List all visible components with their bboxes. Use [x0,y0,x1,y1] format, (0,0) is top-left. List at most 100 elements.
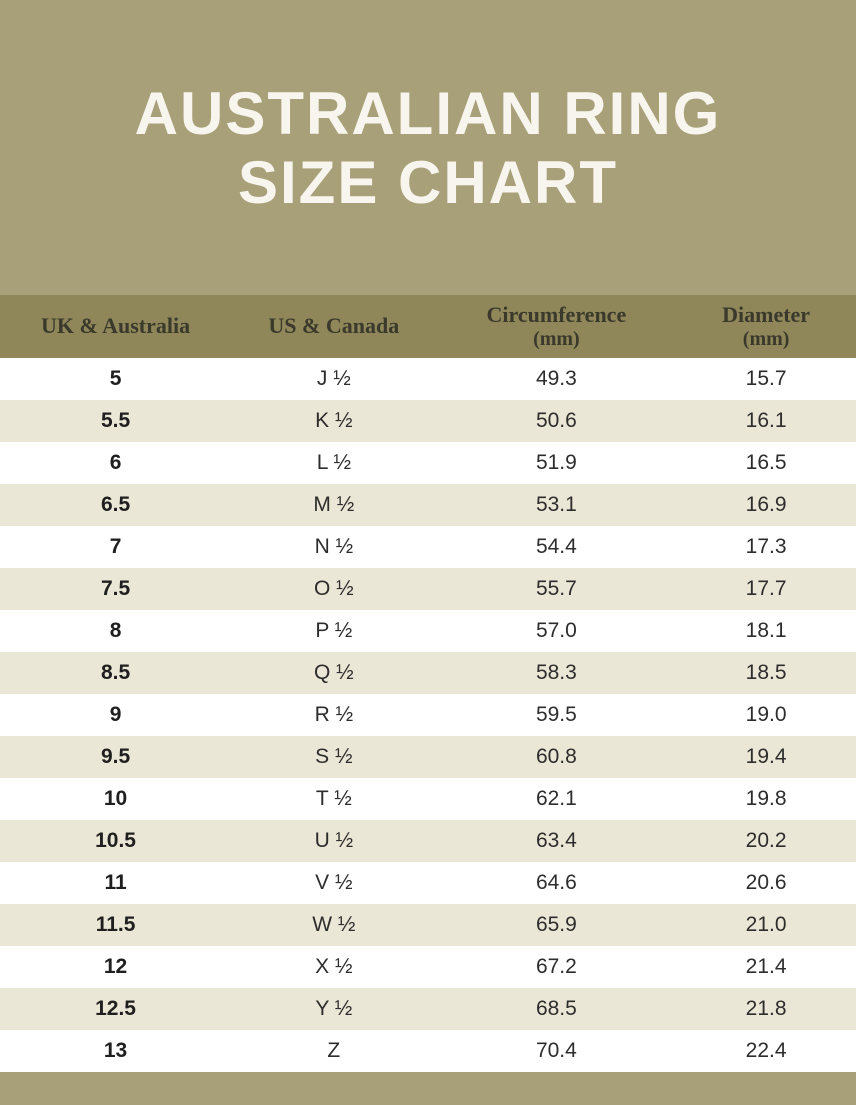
table-row: 11 V ½ 64.6 20.6 [0,862,856,904]
table-cell: 70.4 [436,1030,677,1072]
table-cell: Z [231,1030,437,1072]
bottom-band [0,1072,856,1105]
table-cell: 16.5 [676,442,856,484]
table-cell: 49.3 [436,358,677,400]
table-row: 6.5 M ½ 53.1 16.9 [0,484,856,526]
table-cell: 11.5 [0,904,232,946]
table-cell: 21.8 [676,988,856,1030]
table-cell: W ½ [231,904,437,946]
table-cell: 63.4 [436,820,677,862]
table-cell: 54.4 [436,526,677,568]
table-cell: 17.7 [676,568,856,610]
table-row: 5.5 K ½ 50.6 16.1 [0,400,856,442]
table-cell: 13 [0,1030,232,1072]
table-cell: N ½ [231,526,437,568]
table-cell: K ½ [231,400,437,442]
table-cell: J ½ [231,358,437,400]
table-cell: 10 [0,778,232,820]
header-label: UK & Australia [40,313,191,339]
table-cell: 58.3 [436,652,677,694]
table-cell: 5.5 [0,400,232,442]
table-cell: 5 [0,358,232,400]
page-title-line2: SIZE CHART [237,148,618,216]
table-cell: 21.0 [676,904,856,946]
header-unit: (mm) [533,327,580,350]
table-cell: 8 [0,610,232,652]
table-cell: 19.0 [676,694,856,736]
table-cell: U ½ [231,820,437,862]
table-cell: V ½ [231,862,437,904]
table-cell: L ½ [231,442,437,484]
table-cell: M ½ [231,484,437,526]
table-cell: 15.7 [676,358,856,400]
header-uk-australia: UK & Australia [0,295,231,358]
table-cell: 9.5 [0,736,232,778]
table-cell: Y ½ [231,988,437,1030]
table-row: 7.5 O ½ 55.7 17.7 [0,568,856,610]
table-cell: 53.1 [436,484,677,526]
table-cell: 18.5 [676,652,856,694]
table-cell: T ½ [231,778,437,820]
table-cell: Q ½ [231,652,437,694]
table-cell: 6 [0,442,232,484]
table-cell: 22.4 [676,1030,856,1072]
table-row: 9.5 S ½ 60.8 19.4 [0,736,856,778]
table-cell: 65.9 [436,904,677,946]
header-us-canada: US & Canada [231,295,436,358]
table-cell: 12.5 [0,988,232,1030]
header-circumference: Circumference (mm) [437,295,677,358]
table-cell: 60.8 [436,736,677,778]
table-cell: 68.5 [436,988,677,1030]
table-header: UK & Australia US & Canada Circumference… [0,295,856,358]
table-cell: X ½ [231,946,437,988]
header-label: US & Canada [268,313,400,339]
table-cell: S ½ [231,736,437,778]
header-label: Circumference [486,301,627,327]
table-row: 10.5 U ½ 63.4 20.2 [0,820,856,862]
table-cell: 8.5 [0,652,232,694]
table-cell: 16.1 [676,400,856,442]
table-cell: 62.1 [436,778,677,820]
table-cell: 57.0 [436,610,677,652]
table-row: 12 X ½ 67.2 21.4 [0,946,856,988]
table-row: 10 T ½ 62.1 19.8 [0,778,856,820]
table-cell: 20.2 [676,820,856,862]
table-cell: 18.1 [676,610,856,652]
table-cell: 6.5 [0,484,232,526]
table-cell: O ½ [231,568,437,610]
table-cell: 19.4 [676,736,856,778]
table-cell: 11 [0,862,232,904]
table-cell: P ½ [231,610,437,652]
page-title: AUSTRALIAN RING SIZE CHART [135,79,722,217]
ring-size-table: UK & Australia US & Canada Circumference… [0,295,856,1072]
table-cell: 12 [0,946,232,988]
header-label: Diameter [722,301,811,327]
table-cell: 55.7 [436,568,677,610]
table-cell: 51.9 [436,442,677,484]
table-cell: 21.4 [676,946,856,988]
table-cell: 19.8 [676,778,856,820]
table-row: 12.5 Y ½ 68.5 21.8 [0,988,856,1030]
table-cell: 9 [0,694,232,736]
table-cell: 10.5 [0,820,232,862]
table-cell: 7.5 [0,568,232,610]
table-cell: 16.9 [676,484,856,526]
table-row: 13 Z 70.4 22.4 [0,1030,856,1072]
table-cell: 20.6 [676,862,856,904]
header-diameter: Diameter (mm) [676,295,856,358]
table-row: 8.5 Q ½ 58.3 18.5 [0,652,856,694]
title-band: AUSTRALIAN RING SIZE CHART [0,0,856,295]
table-cell: 67.2 [436,946,677,988]
table-cell: 64.6 [436,862,677,904]
table-cell: 50.6 [436,400,677,442]
table-cell: R ½ [231,694,437,736]
page-title-line1: AUSTRALIAN RING [134,79,722,147]
table-row: 11.5 W ½ 65.9 21.0 [0,904,856,946]
